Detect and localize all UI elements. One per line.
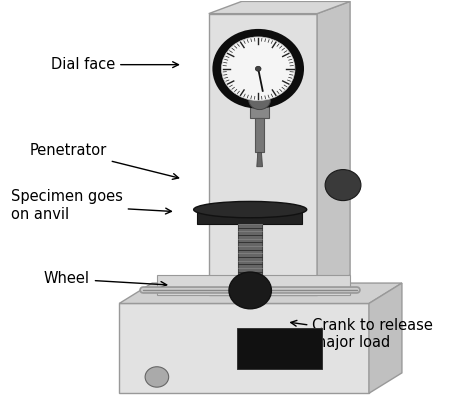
Polygon shape xyxy=(250,106,269,118)
Polygon shape xyxy=(209,1,350,14)
Circle shape xyxy=(221,37,295,101)
Circle shape xyxy=(325,170,361,201)
Text: Dial face: Dial face xyxy=(51,57,179,72)
Polygon shape xyxy=(369,283,402,393)
Polygon shape xyxy=(237,328,322,369)
Circle shape xyxy=(255,66,261,71)
Circle shape xyxy=(145,367,169,387)
Polygon shape xyxy=(197,212,302,224)
Polygon shape xyxy=(255,118,264,152)
Ellipse shape xyxy=(194,201,307,218)
Circle shape xyxy=(229,272,272,309)
Circle shape xyxy=(213,30,303,108)
Polygon shape xyxy=(317,1,350,296)
Polygon shape xyxy=(209,14,317,296)
Text: Penetrator: Penetrator xyxy=(30,143,179,179)
Text: Specimen goes
on anvil: Specimen goes on anvil xyxy=(11,189,172,222)
Text: Crank to release
major load: Crank to release major load xyxy=(291,318,433,350)
Circle shape xyxy=(249,91,271,110)
Polygon shape xyxy=(157,275,350,296)
Polygon shape xyxy=(238,224,262,291)
Polygon shape xyxy=(257,152,263,167)
Text: Wheel: Wheel xyxy=(44,272,167,287)
Polygon shape xyxy=(119,283,402,303)
Polygon shape xyxy=(119,303,369,393)
